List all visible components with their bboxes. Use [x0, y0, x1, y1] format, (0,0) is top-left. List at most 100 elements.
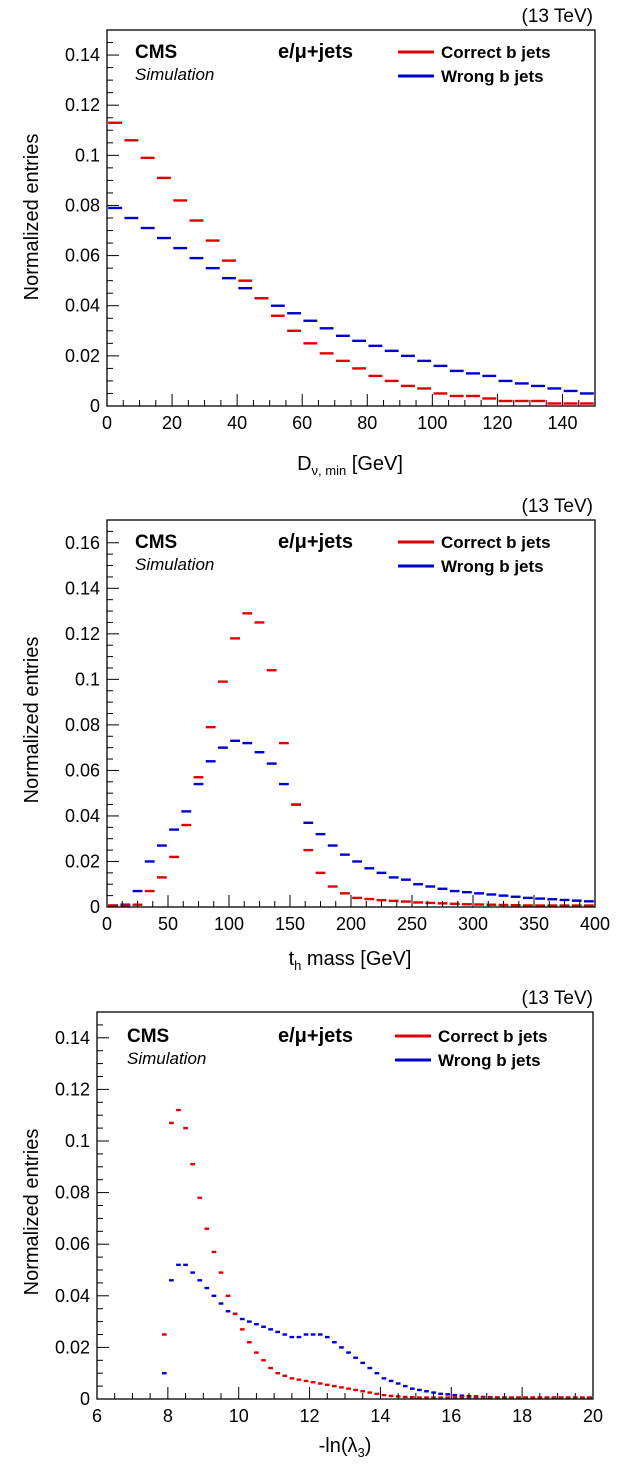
x-tick-label: 400: [580, 914, 610, 934]
svg-text:Normalized entries: Normalized entries: [21, 1129, 43, 1296]
x-tick-label: 200: [336, 914, 366, 934]
y-axis-title: Normalized entries: [21, 134, 43, 301]
x-tick-label: 0: [102, 914, 112, 934]
x-tick-label: 18: [512, 1406, 532, 1426]
legend: Correct b jets Wrong b jets: [398, 533, 551, 576]
legend: Correct b jets Wrong b jets: [395, 1027, 548, 1070]
y-tick-label: 0.1: [75, 669, 100, 689]
x-tick-label: 250: [397, 914, 427, 934]
x-tick-label: 100: [417, 413, 447, 433]
legend-wrong-b-jets: Wrong b jets: [441, 67, 544, 86]
y-tick-label: 0: [90, 897, 100, 917]
legend-wrong-b-jets: Wrong b jets: [441, 557, 544, 576]
y-tick-label: 0.12: [65, 624, 100, 644]
x-tick-label: 16: [441, 1406, 461, 1426]
x-tick-label: 20: [162, 413, 182, 433]
y-tick-label: 0.14: [55, 1028, 90, 1048]
simulation-label: Simulation: [127, 1049, 206, 1068]
y-tick-label: 0.02: [65, 346, 100, 366]
cms-label: CMS: [135, 532, 177, 553]
series-wrong-b-jets: [108, 739, 594, 907]
svg-text:Normalized entries: Normalized entries: [21, 637, 43, 804]
y-tick-label: 0.02: [55, 1337, 90, 1357]
channel-label: e/μ+jets: [278, 531, 353, 553]
y-tick-label: 0.06: [65, 246, 100, 266]
y-tick-label: 0.1: [75, 145, 100, 165]
y-tick-label: 0.08: [65, 195, 100, 215]
histogram-ln-lambda3: (13 TeV) Normalized entries 6 8 10 12 14 16 18…: [21, 988, 603, 1460]
x-tick-label: 350: [519, 914, 549, 934]
x-axis-title: th mass [GeV]: [289, 948, 412, 970]
x-tick-label: 150: [275, 914, 305, 934]
x-ticks: 0 20 40 60 80 100 120 140: [102, 394, 596, 433]
y-tick-label: 0.06: [55, 1234, 90, 1254]
y-tick-label: 0.14: [65, 578, 100, 598]
y-ticks: 0 0.02 0.04 0.06 0.08 0.1 0.12 0.14: [55, 1011, 109, 1409]
x-tick-label: 300: [458, 914, 488, 934]
x-tick-label: 12: [300, 1406, 320, 1426]
y-axis-title: Normalized entries: [21, 1129, 43, 1296]
legend: Correct b jets Wrong b jets: [398, 43, 551, 86]
plot-area: 0 50 100 150 200 250 300 350 400 0 0.02 0.04 0.06 0.…: [65, 519, 610, 934]
y-tick-label: 0.12: [55, 1079, 90, 1099]
y-ticks: 0 0.02 0.04 0.06 0.08 0.1 0.12 0.14 0.16: [65, 519, 119, 917]
cms-label: CMS: [127, 1026, 169, 1047]
series-correct-b-jets: [108, 121, 594, 405]
x-tick-label: 100: [214, 914, 244, 934]
x-tick-label: 140: [547, 413, 577, 433]
channel-label: e/μ+jets: [278, 1025, 353, 1047]
x-tick-label: 20: [583, 1406, 603, 1426]
svg-text:Normalized entries: Normalized entries: [21, 134, 43, 301]
y-tick-label: 0: [80, 1389, 90, 1409]
plot-frame: [96, 1011, 594, 1400]
y-tick-label: 0.04: [65, 806, 100, 826]
histogram-dnu-min: (13 TeV) Normalized entries 0 20 40 60 80 100…: [21, 6, 596, 478]
y-axis-title: Normalized entries: [21, 637, 43, 804]
y-tick-label: 0.12: [65, 95, 100, 115]
plot-area: 0 20 40 60 80 100 120 140 00.020.040.060.080.10…: [65, 29, 596, 433]
plot-area: 6 8 10 12 14 16 18 20 00.020.040.060.080.10.120…: [55, 1011, 603, 1426]
x-tick-label: 60: [292, 413, 312, 433]
simulation-label: Simulation: [135, 555, 214, 574]
x-tick-label: 8: [163, 1406, 173, 1426]
series-correct-b-jets: [161, 1108, 592, 1399]
y-tick-label: 0: [90, 396, 100, 416]
x-tick-label: 40: [227, 413, 247, 433]
legend-wrong-b-jets: Wrong b jets: [438, 1051, 541, 1070]
series-correct-b-jets: [108, 612, 594, 907]
energy-label: (13 TeV): [522, 988, 593, 1009]
x-tick-label: 14: [370, 1406, 390, 1426]
y-tick-label: 0.06: [65, 760, 100, 780]
x-ticks: 6 8 10 12 14 16 18 20: [92, 1387, 603, 1426]
y-tick-label: 0.04: [65, 296, 100, 316]
legend-correct-b-jets: Correct b jets: [438, 1027, 548, 1046]
plot-frame: [106, 519, 596, 908]
x-tick-label: 6: [92, 1406, 102, 1426]
y-tick-label: 0.1: [65, 1131, 90, 1151]
y-tick-label: 0.08: [65, 715, 100, 735]
y-tick-label: 0.08: [55, 1183, 90, 1203]
y-tick-label: 0.02: [65, 851, 100, 871]
x-tick-label: 50: [158, 914, 178, 934]
series-wrong-b-jets: [108, 206, 594, 395]
energy-label: (13 TeV): [522, 6, 593, 27]
series-wrong-b-jets: [161, 1263, 592, 1399]
x-tick-label: 0: [102, 413, 112, 433]
energy-label: (13 TeV): [522, 496, 593, 517]
x-tick-label: 80: [357, 413, 377, 433]
legend-correct-b-jets: Correct b jets: [441, 43, 551, 62]
y-tick-label: 0.04: [55, 1286, 90, 1306]
x-axis-title: -ln(λ3): [319, 1435, 372, 1460]
plot-frame: [106, 29, 596, 407]
x-axis-title: Dν, min [GeV]: [297, 453, 403, 478]
histogram-th-mass: (13 TeV) Normalized entries 0 50 100 150 200…: [21, 496, 610, 970]
x-ticks: 0 50 100 150 200 250 300 350 400: [102, 895, 610, 934]
y-tick-label: 0.14: [65, 45, 100, 65]
x-tick-label: 120: [482, 413, 512, 433]
legend-correct-b-jets: Correct b jets: [441, 533, 551, 552]
channel-label: e/μ+jets: [278, 41, 353, 63]
simulation-label: Simulation: [135, 65, 214, 84]
cms-label: CMS: [135, 42, 177, 63]
x-tick-label: 10: [229, 1406, 249, 1426]
y-ticks: 0 0.02 0.04 0.06 0.08 0.1 0.12 0.14: [65, 29, 119, 416]
